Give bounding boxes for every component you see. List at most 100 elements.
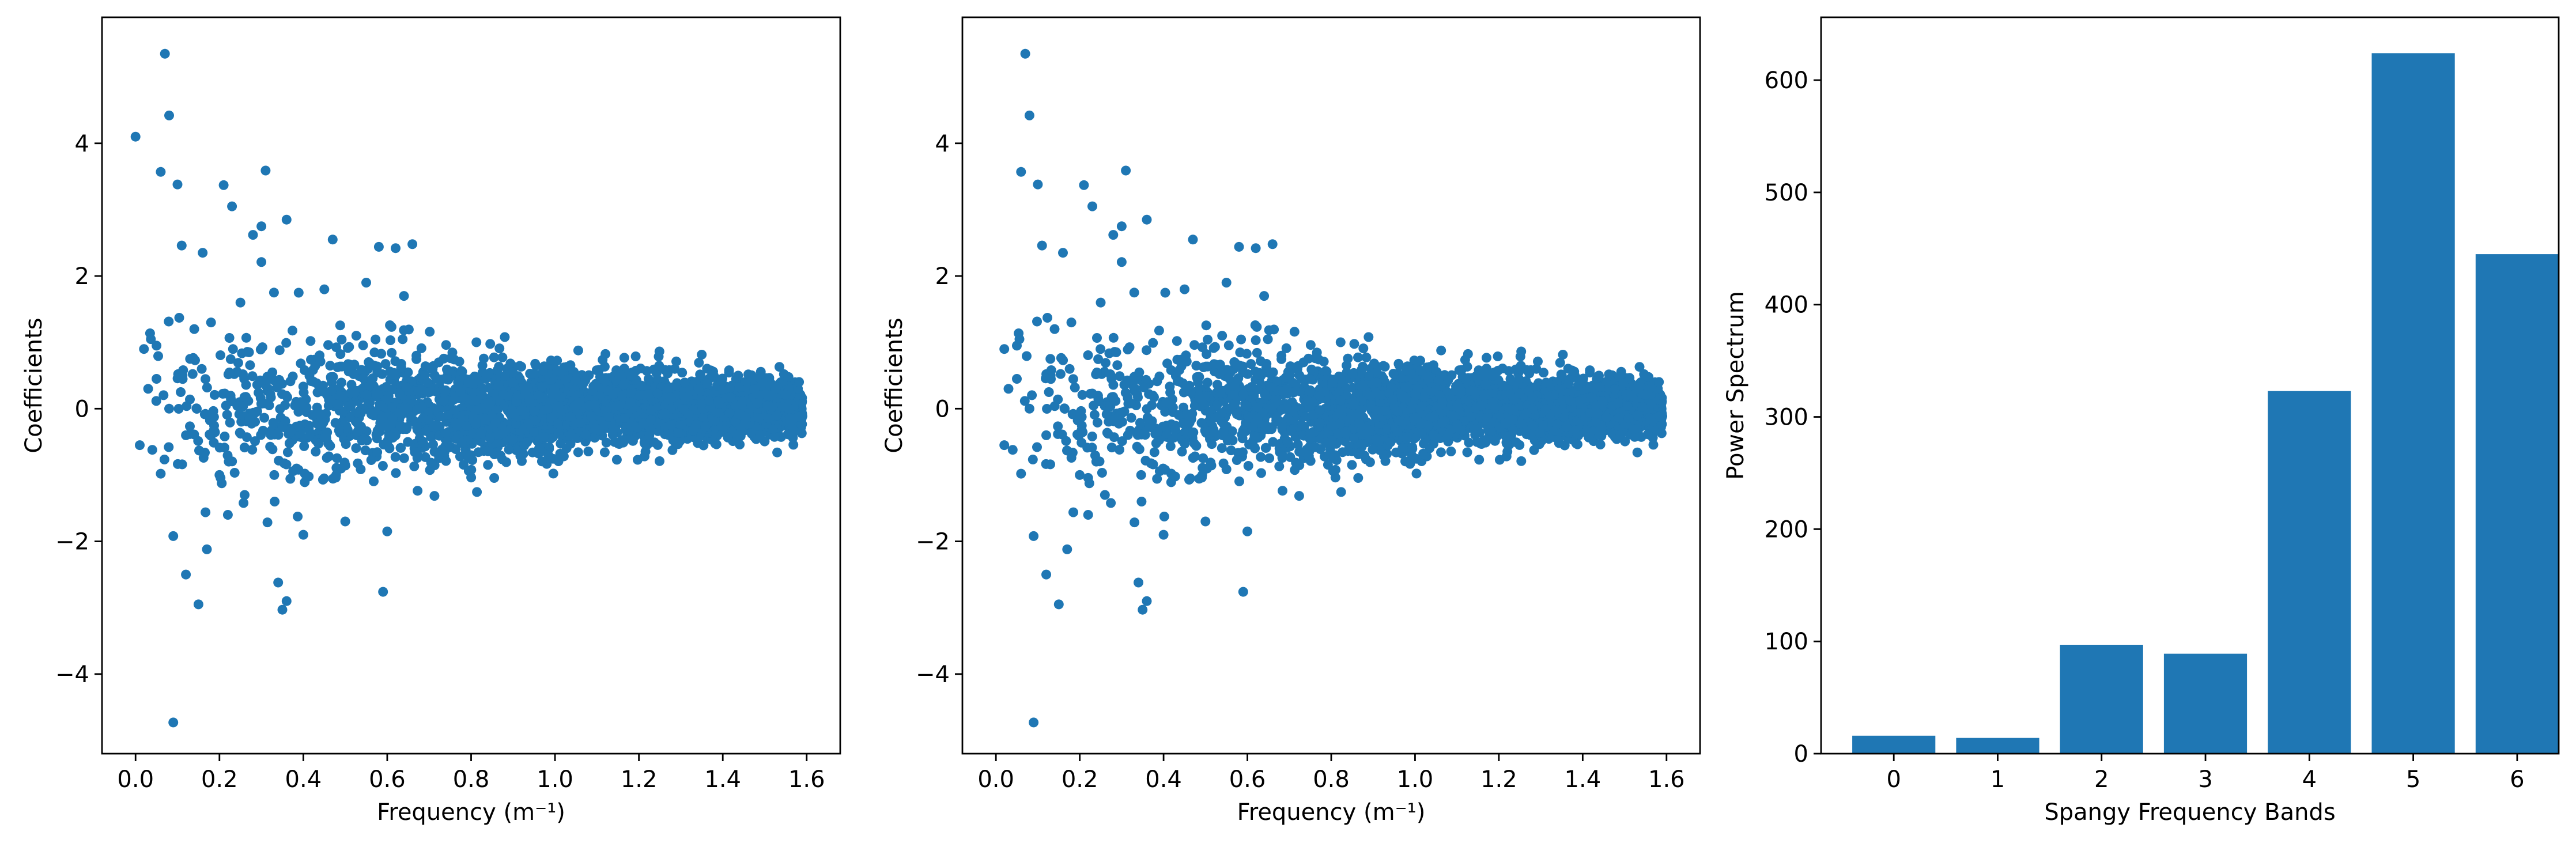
scatter-point [1037, 240, 1047, 251]
scatter-point [737, 396, 747, 406]
scatter-point [471, 337, 482, 347]
scatter-point [311, 447, 321, 457]
scatter-point [763, 413, 773, 423]
scatter-point [411, 386, 421, 396]
scatter-point [543, 450, 554, 460]
scatter-point [1238, 587, 1248, 597]
scatter-point [445, 353, 456, 364]
scatter-point [769, 432, 780, 442]
scatter-point [1180, 284, 1189, 294]
scatter-point [507, 405, 518, 415]
scatter-point [655, 456, 664, 466]
scatter-point [424, 387, 434, 398]
scatter-point [248, 230, 258, 240]
scatter-point [590, 423, 600, 433]
scatter-point [1319, 357, 1329, 366]
scatter-point [659, 408, 670, 418]
scatter-point [330, 418, 341, 428]
scatter-point [268, 418, 278, 428]
scatter-point [1436, 345, 1446, 356]
scatter-point [413, 451, 423, 461]
scatter-point [221, 400, 231, 411]
scatter-point [762, 401, 773, 411]
scatter-point [412, 422, 422, 433]
scatter-point [724, 365, 734, 376]
scatter-point [174, 313, 184, 323]
scatter-point [654, 351, 664, 362]
scatter-point [390, 452, 401, 462]
x-tick-label: 1.4 [704, 766, 741, 793]
scatter-point [454, 357, 464, 366]
scatter-point [274, 375, 284, 385]
scatter-point [580, 430, 591, 440]
scatter-point [783, 429, 793, 440]
scatter-point [235, 428, 245, 438]
scatter-point [1207, 439, 1217, 449]
scatter-point [353, 458, 363, 468]
scatter-point [222, 410, 232, 420]
x-tick-label: 0.4 [285, 766, 322, 793]
scatter-point [368, 373, 378, 383]
scatter-point [463, 453, 474, 463]
scatter-point [284, 438, 294, 448]
scatter-point [1154, 326, 1164, 336]
scatter-point [270, 497, 280, 506]
scatter-point [772, 410, 782, 421]
scatter-point [524, 395, 535, 405]
scatter-point [176, 387, 186, 397]
scatter-point [1158, 530, 1169, 540]
scatter-point [365, 358, 375, 368]
scatter-point [1041, 459, 1051, 469]
scatter-point [1252, 322, 1262, 332]
scatter-point [734, 430, 744, 440]
scatter-point [730, 417, 741, 426]
scatter-point [281, 338, 292, 348]
scatter-point [645, 415, 656, 425]
scatter-point [796, 419, 806, 430]
scatter-point [274, 345, 285, 356]
scatter-point [399, 325, 409, 335]
scatter-point [1057, 429, 1067, 440]
scatter-point [130, 131, 141, 142]
scatter-point [202, 383, 212, 393]
scatter-point [206, 317, 216, 328]
scatter-point [713, 396, 723, 406]
scatter-point [505, 358, 516, 369]
scatter-point [516, 406, 526, 416]
scatter-point [383, 422, 392, 432]
scatter-point [1024, 403, 1034, 414]
scatter-point [493, 396, 503, 406]
scatter-point [1460, 355, 1470, 365]
scatter-point [1242, 526, 1252, 536]
scatter-point [469, 388, 479, 398]
scatter-point [546, 356, 556, 366]
scatter-point [638, 418, 648, 429]
scatter-point [1149, 447, 1159, 457]
scatter-point [387, 347, 397, 358]
scatter-point [496, 451, 506, 461]
scatter-point [273, 577, 284, 588]
scatter-point [288, 371, 298, 381]
scatter-point [1032, 316, 1042, 327]
scatter-point [752, 398, 762, 409]
scatter-point [1294, 491, 1304, 501]
scatter-point [508, 377, 518, 388]
scatter-point [356, 365, 367, 375]
scatter-point [1142, 214, 1152, 225]
scatter-point [590, 400, 600, 410]
scatter-point [322, 427, 333, 437]
scatter-point [525, 369, 535, 379]
scatter-point [1007, 445, 1018, 455]
scatter-point [164, 403, 174, 414]
scatter-point [1059, 403, 1070, 414]
scatter-point [168, 717, 179, 728]
scatter-point [1361, 352, 1372, 362]
scatter-point [350, 388, 360, 398]
scatter-point [711, 439, 722, 449]
scatter-point [1516, 456, 1527, 466]
scatter-point [1236, 334, 1247, 345]
scatter-point [1053, 599, 1064, 610]
scatter-point [591, 365, 602, 376]
x-tick-label: 1.0 [537, 766, 573, 793]
